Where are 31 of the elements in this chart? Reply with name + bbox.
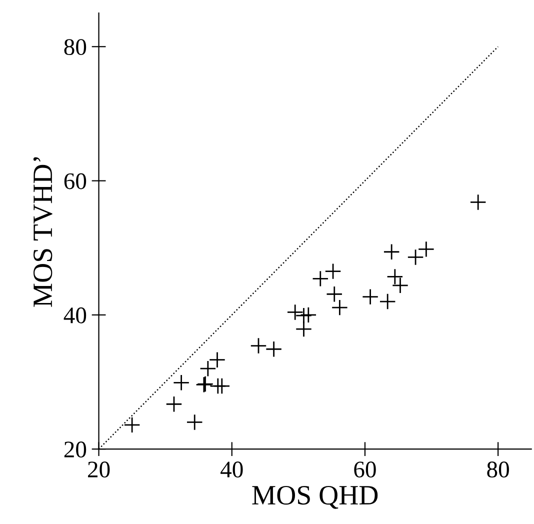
x-axis-title: MOS QHD xyxy=(252,486,378,509)
y-tick-label: 60 xyxy=(64,173,86,190)
point xyxy=(214,378,230,394)
point xyxy=(124,416,140,434)
point xyxy=(250,337,267,354)
point xyxy=(386,268,404,285)
point xyxy=(326,286,343,302)
point xyxy=(166,396,182,412)
point xyxy=(295,320,312,338)
y-tick-label: 40 xyxy=(64,307,86,324)
point xyxy=(186,414,203,431)
point xyxy=(362,288,379,306)
point xyxy=(300,306,317,324)
point xyxy=(312,270,329,288)
x-tick-label: 80 xyxy=(487,462,509,478)
x-tick-label: 40 xyxy=(220,462,243,478)
y-tick-label: 80 xyxy=(64,39,86,56)
x-tick-label: 60 xyxy=(354,462,376,478)
y-axis-title: MOS TVHD’ xyxy=(33,157,52,307)
point xyxy=(173,374,190,391)
x-tick-label: 20 xyxy=(88,462,110,478)
point xyxy=(324,263,342,280)
point xyxy=(286,304,304,321)
point xyxy=(266,340,282,358)
point xyxy=(392,277,409,294)
point xyxy=(470,194,486,211)
point xyxy=(379,293,396,310)
y-tick-label: 20 xyxy=(64,442,86,458)
point xyxy=(383,244,400,260)
point xyxy=(295,307,312,324)
point xyxy=(331,299,348,316)
